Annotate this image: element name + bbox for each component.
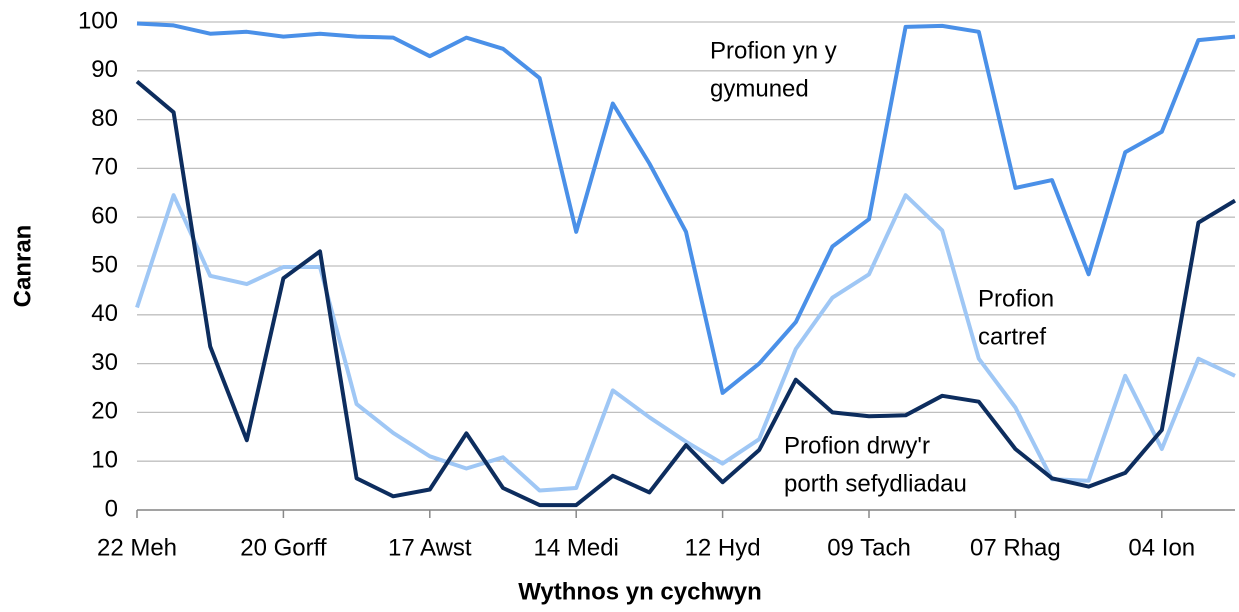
y-axis-title: Canran <box>9 225 36 308</box>
x-tick-label: 17 Awst <box>388 534 472 561</box>
x-tick-label: 22 Meh <box>97 534 177 561</box>
y-tick-label: 80 <box>91 105 118 132</box>
x-tick-label: 07 Rhag <box>970 534 1061 561</box>
y-tick-label: 100 <box>78 7 118 34</box>
series-label: Profion <box>978 285 1054 312</box>
series-label: cartref <box>978 323 1046 350</box>
series-label: Profion yn y <box>710 37 837 64</box>
y-tick-label: 60 <box>91 203 118 230</box>
y-tick-label: 30 <box>91 349 118 376</box>
x-tick-label: 04 Ion <box>1128 534 1195 561</box>
y-tick-label: 90 <box>91 56 118 83</box>
series-line <box>135 79 1237 508</box>
y-tick-label: 20 <box>91 398 118 425</box>
series-label: Profion drwy'r <box>784 432 930 459</box>
y-tick-label: 0 <box>105 495 118 522</box>
y-tick-label: 70 <box>91 154 118 181</box>
x-tick-label: 20 Gorff <box>240 534 327 561</box>
x-tick-label: 12 Hyd <box>685 534 761 561</box>
x-tick-label: 09 Tach <box>827 534 911 561</box>
series-label: porth sefydliadau <box>784 470 967 497</box>
series-label: gymuned <box>710 75 809 102</box>
y-tick-label: 10 <box>91 447 118 474</box>
y-tick-label: 50 <box>91 251 118 278</box>
x-tick-label: 14 Medi <box>534 534 619 561</box>
y-tick-label: 40 <box>91 300 118 327</box>
x-axis-title: Wythnos yn cychwyn <box>518 578 762 605</box>
series-line <box>136 21 1236 395</box>
